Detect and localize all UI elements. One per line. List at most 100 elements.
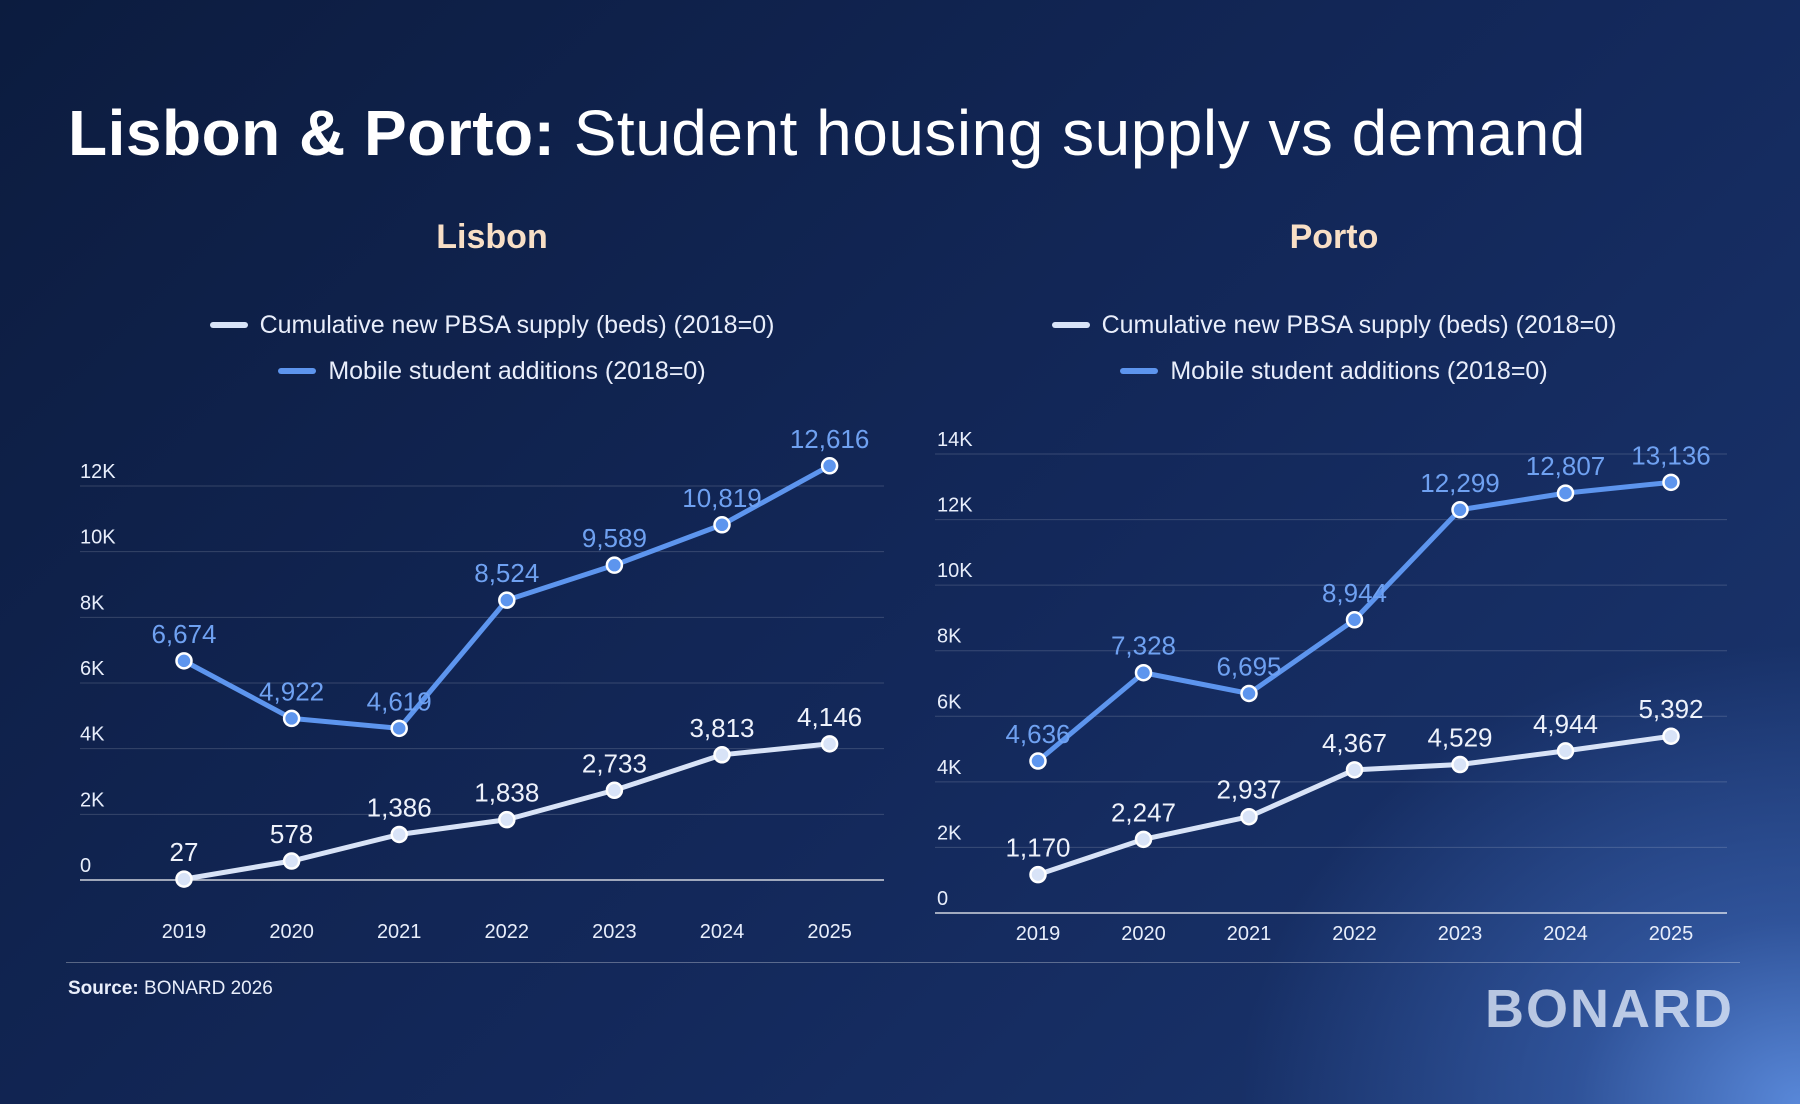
page-title-bold: Lisbon & Porto: <box>68 97 556 169</box>
porto-line-chart: 0 2K 4K 6K 8K 10K 12K 14K 2019 2020 2021 2022 2023 20… <box>935 429 1727 945</box>
supply-data-label: 1,170 <box>1005 833 1070 863</box>
y-tick-label: 12K <box>80 461 116 483</box>
x-tick-label: 2020 <box>269 921 314 943</box>
supply-data-point <box>1556 742 1575 760</box>
demand-data-label: 4,619 <box>367 686 432 716</box>
legend-swatch-demand <box>1120 368 1159 374</box>
legend-item-demand: Mobile student additions (2018=0) <box>930 348 1738 394</box>
supply-data-label: 4,367 <box>1322 728 1387 758</box>
demand-data-label: 12,807 <box>1526 451 1606 481</box>
chart-legend: Cumulative new PBSA supply (beds) (2018=… <box>66 302 918 394</box>
source-text: BONARD 2026 <box>138 978 273 999</box>
legend-swatch-supply <box>209 322 248 328</box>
supply-data-label: 27 <box>170 837 199 867</box>
legend-label-supply: Cumulative new PBSA supply (beds) (2018=… <box>259 310 775 339</box>
y-tick-label: 2K <box>80 789 105 811</box>
lisbon-line-chart: 0 2K 4K 6K 8K 10K 12K 2019 2020 2021 2022 2023 2024 2… <box>80 424 884 943</box>
supply-data-label: 4,146 <box>797 702 862 732</box>
demand-data-point <box>1662 473 1680 492</box>
y-tick-label: 6K <box>80 658 105 680</box>
legend-label-supply: Cumulative new PBSA supply (beds) (2018=… <box>1101 310 1617 339</box>
demand-data-point <box>1556 484 1575 502</box>
x-tick-label: 2019 <box>1016 923 1061 945</box>
supply-data-label: 4,944 <box>1533 709 1598 739</box>
supply-data-point <box>713 746 731 764</box>
y-tick-label: 10K <box>80 527 116 549</box>
y-tick-label: 4K <box>937 757 962 779</box>
demand-data-label: 6,695 <box>1216 651 1281 681</box>
x-tick-label: 2022 <box>1332 923 1377 945</box>
y-tick-label: 2K <box>937 822 962 844</box>
supply-data-label: 2,733 <box>582 748 647 778</box>
page-title-rest: Student housing supply vs demand <box>555 97 1586 169</box>
y-tick-label: 14K <box>937 429 973 451</box>
demand-data-point <box>498 591 516 609</box>
source-label: Source: <box>68 978 139 999</box>
x-tick-label: 2019 <box>162 921 207 943</box>
bonard-logo: BONARD <box>1485 979 1734 1039</box>
demand-data-point <box>1345 611 1364 629</box>
y-tick-label: 0 <box>937 888 948 910</box>
demand-data-point <box>390 719 408 738</box>
demand-data-label: 10,819 <box>682 483 762 513</box>
supply-data-point <box>605 781 624 800</box>
supply-data-label: 3,813 <box>689 713 754 743</box>
x-tick-label: 2021 <box>377 921 422 943</box>
legend-label-demand: Mobile student additions (2018=0) <box>1170 356 1548 385</box>
supply-data-label: 4,529 <box>1427 723 1492 753</box>
demand-data-point <box>820 457 839 475</box>
x-tick-label: 2022 <box>485 921 530 943</box>
supply-data-point <box>282 852 301 870</box>
x-tick-label: 2020 <box>1121 923 1166 945</box>
demand-data-label: 8,524 <box>474 558 539 588</box>
chart-title: Porto <box>1289 218 1379 256</box>
supply-data-label: 1,838 <box>474 778 539 808</box>
y-tick-label: 12K <box>937 495 973 517</box>
supply-data-point <box>1240 807 1258 826</box>
demand-data-label: 12,299 <box>1420 468 1500 498</box>
supply-data-point <box>1451 755 1469 774</box>
demand-data-label: 12,616 <box>790 424 870 454</box>
demand-data-point <box>1240 684 1258 703</box>
source-note: Source: BONARD 2026 <box>68 978 273 1000</box>
supply-data-label: 1,386 <box>367 792 432 822</box>
page-title: Lisbon & Porto: Student housing supply v… <box>68 92 1586 174</box>
demand-data-label: 13,136 <box>1631 440 1711 470</box>
chart-legend: Cumulative new PBSA supply (beds) (2018=… <box>930 302 1738 394</box>
supply-data-label: 578 <box>270 819 313 849</box>
y-tick-label: 6K <box>937 691 962 713</box>
porto-chart-panel: Porto Cumulative new PBSA supply (beds) … <box>930 210 1738 945</box>
demand-data-point <box>1451 501 1469 519</box>
x-tick-label: 2021 <box>1227 923 1272 945</box>
demand-data-label: 8,944 <box>1322 578 1387 608</box>
y-tick-label: 8K <box>937 626 962 648</box>
x-tick-label: 2024 <box>700 921 745 943</box>
supply-data-point <box>1345 761 1364 779</box>
legend-item-supply: Cumulative new PBSA supply (beds) (2018=… <box>66 302 918 348</box>
supply-data-point <box>390 825 408 844</box>
supply-data-point <box>1662 727 1680 745</box>
demand-data-label: 4,922 <box>259 676 324 706</box>
supply-data-point <box>1134 830 1153 849</box>
y-tick-label: 10K <box>937 560 973 582</box>
supply-data-label: 2,937 <box>1216 775 1281 805</box>
demand-data-point <box>282 709 301 728</box>
supply-data-label: 5,392 <box>1638 694 1703 724</box>
demand-data-label: 6,674 <box>151 619 216 649</box>
legend-swatch-demand <box>278 368 317 374</box>
supply-data-point <box>820 735 839 753</box>
chart-title: Lisbon <box>436 218 548 256</box>
supply-data-point <box>175 870 193 888</box>
legend-item-supply: Cumulative new PBSA supply (beds) (2018=… <box>930 302 1738 348</box>
x-tick-label: 2023 <box>1438 923 1483 945</box>
supply-data-point <box>1029 865 1047 884</box>
footer-divider <box>66 962 1740 963</box>
supply-data-point <box>498 810 516 829</box>
supply-data-label: 2,247 <box>1111 797 1176 827</box>
demand-data-point <box>713 516 731 534</box>
y-tick-label: 0 <box>80 855 91 877</box>
x-tick-label: 2023 <box>592 921 637 943</box>
x-tick-label: 2024 <box>1543 923 1588 945</box>
legend-label-demand: Mobile student additions (2018=0) <box>328 356 706 385</box>
demand-data-label: 9,589 <box>582 523 647 553</box>
